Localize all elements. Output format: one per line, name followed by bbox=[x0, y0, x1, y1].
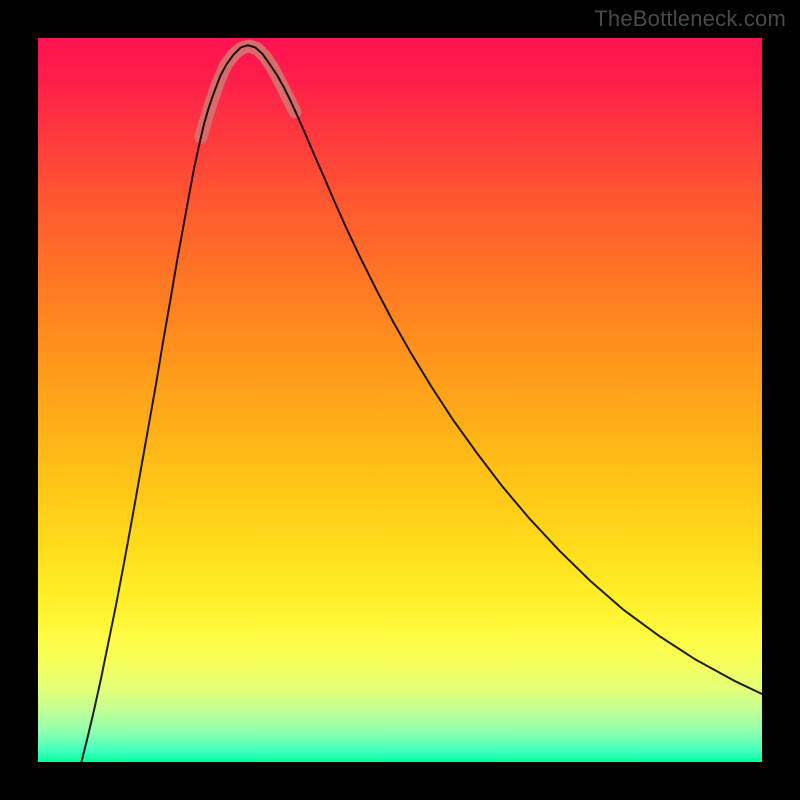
curve-layer bbox=[38, 38, 762, 762]
bottleneck-curve-path bbox=[81, 45, 762, 762]
watermark-text: TheBottleneck.com bbox=[594, 6, 786, 32]
chart-stage: TheBottleneck.com bbox=[0, 0, 800, 800]
plot-area bbox=[38, 38, 762, 762]
